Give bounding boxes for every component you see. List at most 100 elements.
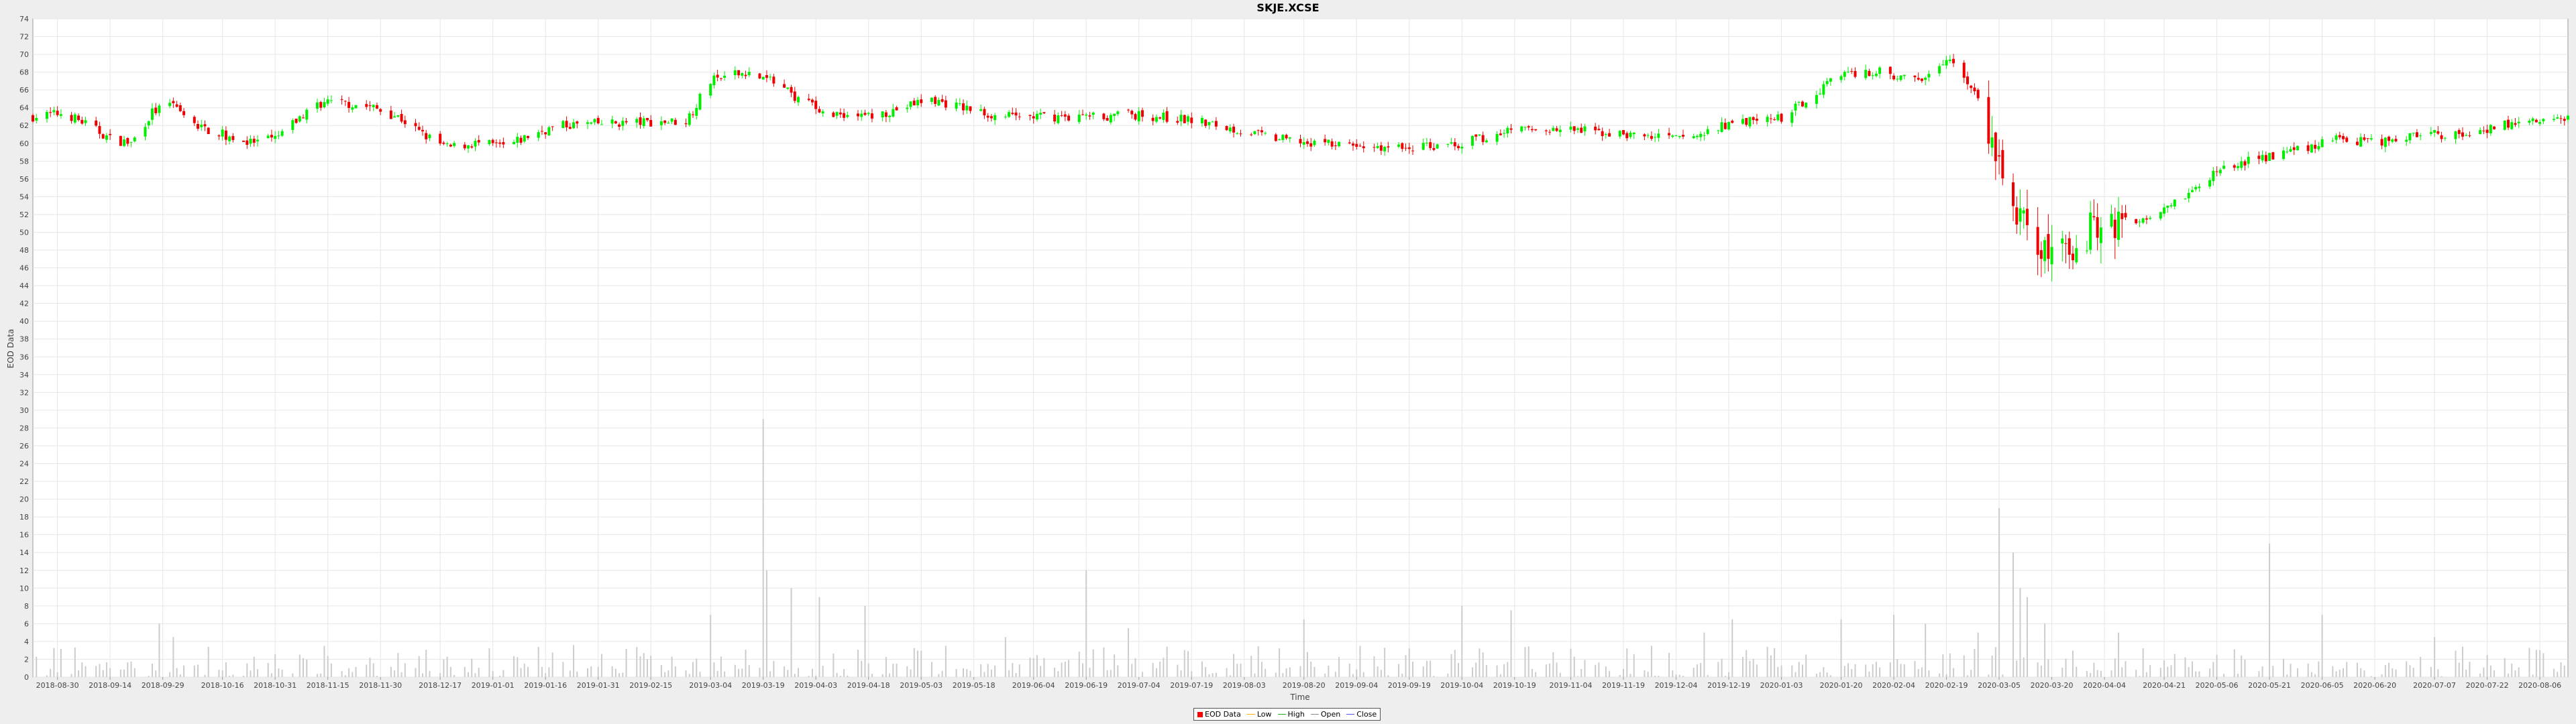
candle-body bbox=[1211, 121, 1214, 123]
candle-body bbox=[1509, 128, 1513, 130]
volume-bar bbox=[1629, 674, 1631, 677]
candle-body bbox=[1703, 135, 1706, 136]
volume-bar bbox=[1805, 654, 1807, 677]
candle-body bbox=[2110, 213, 2113, 227]
y-tick-label: 18 bbox=[19, 513, 29, 522]
volume-bar bbox=[36, 656, 38, 677]
candle-body bbox=[797, 97, 800, 103]
volume-bar bbox=[1089, 667, 1091, 677]
volume-bar bbox=[2434, 637, 2436, 677]
volume-bar bbox=[1921, 667, 1923, 677]
volume-bar bbox=[109, 668, 111, 677]
volume-bar bbox=[1081, 663, 1083, 677]
volume-bar bbox=[1131, 664, 1133, 677]
candle-body bbox=[249, 139, 252, 144]
candle-body bbox=[1281, 135, 1285, 140]
volume-bar bbox=[439, 673, 441, 677]
candle-body bbox=[1927, 74, 1931, 78]
volume-bar bbox=[1847, 663, 1849, 677]
volume-bar bbox=[759, 668, 761, 677]
volume-bar bbox=[1942, 654, 1944, 677]
volume-bar bbox=[429, 670, 431, 677]
candle-body bbox=[379, 109, 382, 112]
volume-bar bbox=[1576, 676, 1578, 677]
x-tick-label: 2018-10-31 bbox=[254, 681, 297, 690]
candle-body bbox=[1404, 147, 1407, 149]
candle-body bbox=[1383, 147, 1387, 152]
candle-body bbox=[2517, 121, 2520, 123]
volume-bar bbox=[1183, 650, 1185, 677]
candle-body bbox=[2507, 119, 2510, 128]
volume-bar bbox=[1668, 652, 1670, 677]
volume-bar bbox=[95, 666, 97, 677]
volume-bar bbox=[2061, 668, 2063, 677]
candle-body bbox=[1825, 80, 1829, 84]
volume-bar bbox=[2237, 673, 2239, 677]
candle-body bbox=[453, 143, 456, 146]
volume-bar bbox=[910, 669, 912, 677]
candle-body bbox=[1274, 134, 1277, 141]
candle-body bbox=[2320, 139, 2324, 147]
candle-body bbox=[2538, 121, 2542, 124]
candle-body bbox=[544, 132, 547, 135]
candle-body bbox=[625, 121, 628, 123]
candle-body bbox=[1362, 146, 1365, 149]
volume-bar bbox=[741, 668, 743, 677]
volume-bar bbox=[2395, 669, 2397, 677]
volume-bar bbox=[1700, 662, 1702, 677]
volume-bar bbox=[1275, 672, 1277, 677]
candle-body bbox=[614, 121, 617, 124]
y-tick-label: 26 bbox=[19, 442, 29, 450]
candle-body bbox=[280, 131, 284, 136]
candle-body bbox=[810, 99, 814, 103]
volume-bar bbox=[1682, 676, 1684, 677]
candle-body bbox=[1506, 127, 1509, 133]
volume-bar bbox=[1078, 652, 1080, 677]
volume-bar bbox=[99, 664, 101, 677]
volume-bar bbox=[1994, 647, 1996, 677]
y-tick-label: 22 bbox=[19, 477, 29, 486]
volume-bar bbox=[46, 675, 48, 677]
candle-body bbox=[843, 113, 846, 118]
volume-bar bbox=[1953, 668, 1955, 677]
volume-bar bbox=[2212, 662, 2214, 677]
candle-body bbox=[2454, 131, 2457, 139]
volume-bar bbox=[1527, 646, 1529, 677]
volume-bar bbox=[102, 670, 104, 677]
candle-body bbox=[414, 123, 417, 127]
volume-bar bbox=[2241, 655, 2243, 677]
volume-bar bbox=[2159, 668, 2161, 677]
volume-bar bbox=[1471, 667, 1473, 677]
volume-bar bbox=[600, 654, 602, 677]
volume-bar bbox=[316, 674, 318, 677]
volume-bar bbox=[798, 668, 800, 677]
candle-body bbox=[56, 111, 59, 115]
volume-bar bbox=[2469, 662, 2471, 677]
x-tick-label: 2019-01-31 bbox=[577, 681, 620, 690]
volume-bar bbox=[2002, 674, 2004, 677]
volume-bar bbox=[1647, 671, 1649, 677]
candle-body bbox=[1720, 122, 1723, 132]
volume-bar bbox=[1479, 648, 1481, 677]
candle-body bbox=[439, 133, 442, 144]
candle-body bbox=[642, 118, 645, 126]
candle-body bbox=[523, 135, 526, 142]
candle-body bbox=[1397, 144, 1401, 147]
candle-body bbox=[1776, 114, 1780, 121]
candle-body bbox=[2261, 155, 2264, 161]
candle-body bbox=[920, 99, 923, 103]
volume-bar bbox=[2486, 655, 2488, 677]
y-tick-label: 28 bbox=[19, 424, 29, 432]
volume-bar bbox=[2090, 672, 2092, 677]
x-tick-label: 2020-03-20 bbox=[2031, 681, 2074, 690]
y-tick-label: 32 bbox=[19, 388, 29, 397]
candle-body bbox=[1695, 135, 1699, 137]
y-tick-label: 4 bbox=[24, 638, 29, 646]
candle-body bbox=[1008, 112, 1011, 117]
candle-body bbox=[1478, 134, 1481, 136]
x-tick-label: 2019-06-19 bbox=[1065, 681, 1108, 690]
y-tick-label: 14 bbox=[19, 548, 29, 557]
x-tick-label: 2019-10-19 bbox=[1493, 681, 1536, 690]
candle-body bbox=[1302, 142, 1305, 145]
volume-bar bbox=[1658, 676, 1660, 677]
